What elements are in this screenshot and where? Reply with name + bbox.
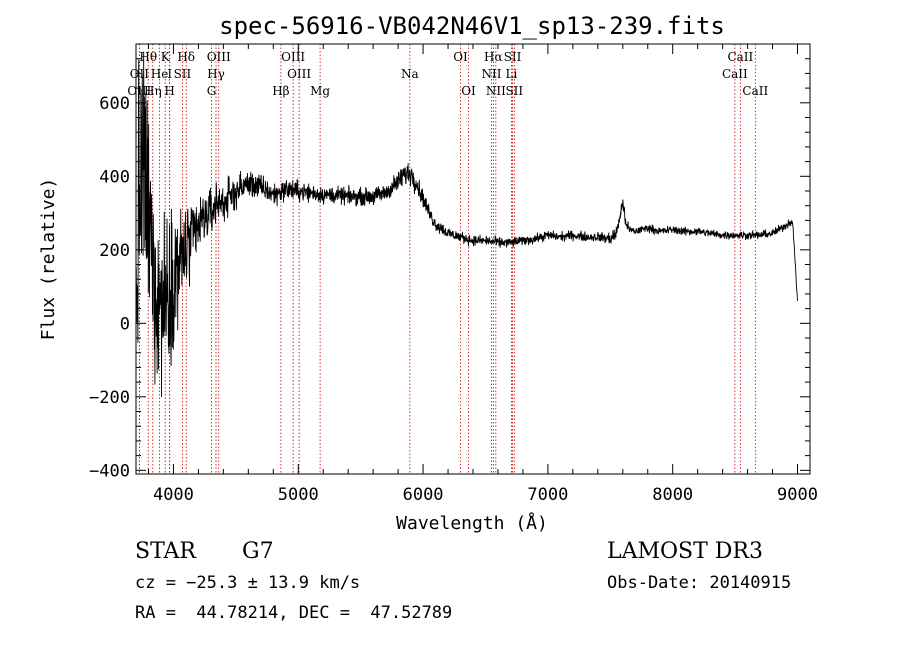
x-tick-label: 9000 bbox=[777, 485, 818, 505]
line-label-0: Hθ bbox=[139, 50, 157, 64]
y-tick-label: 600 bbox=[99, 94, 130, 114]
line-label-13: Hβ bbox=[272, 84, 289, 98]
object-subclass: G7 bbox=[242, 539, 274, 564]
object-class: STAR bbox=[135, 539, 196, 564]
line-label-11: Hγ bbox=[207, 67, 225, 81]
line-label-12: G bbox=[207, 84, 217, 98]
line-label-20: Hα bbox=[484, 50, 503, 64]
line-label-8: Hδ bbox=[177, 50, 195, 64]
line-label-22: NII bbox=[486, 84, 506, 98]
line-label-26: CaII bbox=[727, 50, 753, 64]
x-tick-label: 4000 bbox=[153, 485, 194, 505]
line-label-5: K bbox=[161, 50, 171, 64]
line-label-19: OI bbox=[461, 84, 476, 98]
line-label-16: Mg bbox=[310, 84, 330, 98]
line-label-14: OIII bbox=[281, 50, 305, 64]
y-axis-label: Flux (relative) bbox=[38, 178, 59, 341]
y-tick-label: 0 bbox=[120, 314, 130, 334]
obs-date: Obs-Date: 20140915 bbox=[607, 573, 792, 593]
line-label-7: I bbox=[167, 67, 172, 81]
line-label-27: CaII bbox=[722, 67, 748, 81]
axis-ticks: 4000 5000 6000 7000 8000 9000 −400 −200 0 200 400 6… bbox=[89, 44, 818, 505]
plot-frame bbox=[135, 43, 811, 475]
y-tick-label: 200 bbox=[99, 241, 130, 261]
redshift-readout: cz = −25.3 ± 13.9 km/s bbox=[135, 573, 361, 593]
line-label-25: SII bbox=[505, 84, 523, 98]
line-label-4: Hη bbox=[144, 84, 162, 98]
spectrum-line bbox=[135, 51, 798, 397]
x-tick-label: 6000 bbox=[403, 485, 444, 505]
line-label-9: SII bbox=[174, 67, 192, 81]
line-label-2: OIII bbox=[127, 84, 151, 98]
spectral-line-markers bbox=[138, 44, 756, 474]
line-label-23: SII bbox=[504, 50, 522, 64]
line-label-18: OI bbox=[453, 50, 468, 64]
spectrum-layer bbox=[135, 51, 798, 397]
line-label-3: He bbox=[151, 67, 169, 81]
y-tick-label: 400 bbox=[99, 167, 130, 187]
line-label-21: NII bbox=[481, 67, 501, 81]
x-axis-label: Wavelength (Å) bbox=[396, 512, 548, 534]
line-label-6: H bbox=[164, 84, 174, 98]
line-label-15: OIII bbox=[287, 67, 311, 81]
line-label-17: Na bbox=[401, 67, 419, 81]
x-tick-label: 8000 bbox=[652, 485, 693, 505]
line-label-10: OIII bbox=[207, 50, 231, 64]
line-label-24: Li bbox=[506, 67, 518, 81]
x-tick-label: 5000 bbox=[278, 485, 319, 505]
line-label-1: OII bbox=[130, 67, 150, 81]
y-tick-label: −200 bbox=[89, 388, 130, 408]
x-tick-label: 7000 bbox=[527, 485, 568, 505]
chart-title: spec-56916-VB042N46V1_sp13-239.fits bbox=[219, 12, 725, 40]
survey-name: LAMOST DR3 bbox=[607, 539, 763, 564]
line-label-28: CaII bbox=[742, 84, 768, 98]
coordinates: RA = 44.78214, DEC = 47.52789 bbox=[135, 603, 453, 623]
y-tick-label: −400 bbox=[89, 461, 130, 481]
